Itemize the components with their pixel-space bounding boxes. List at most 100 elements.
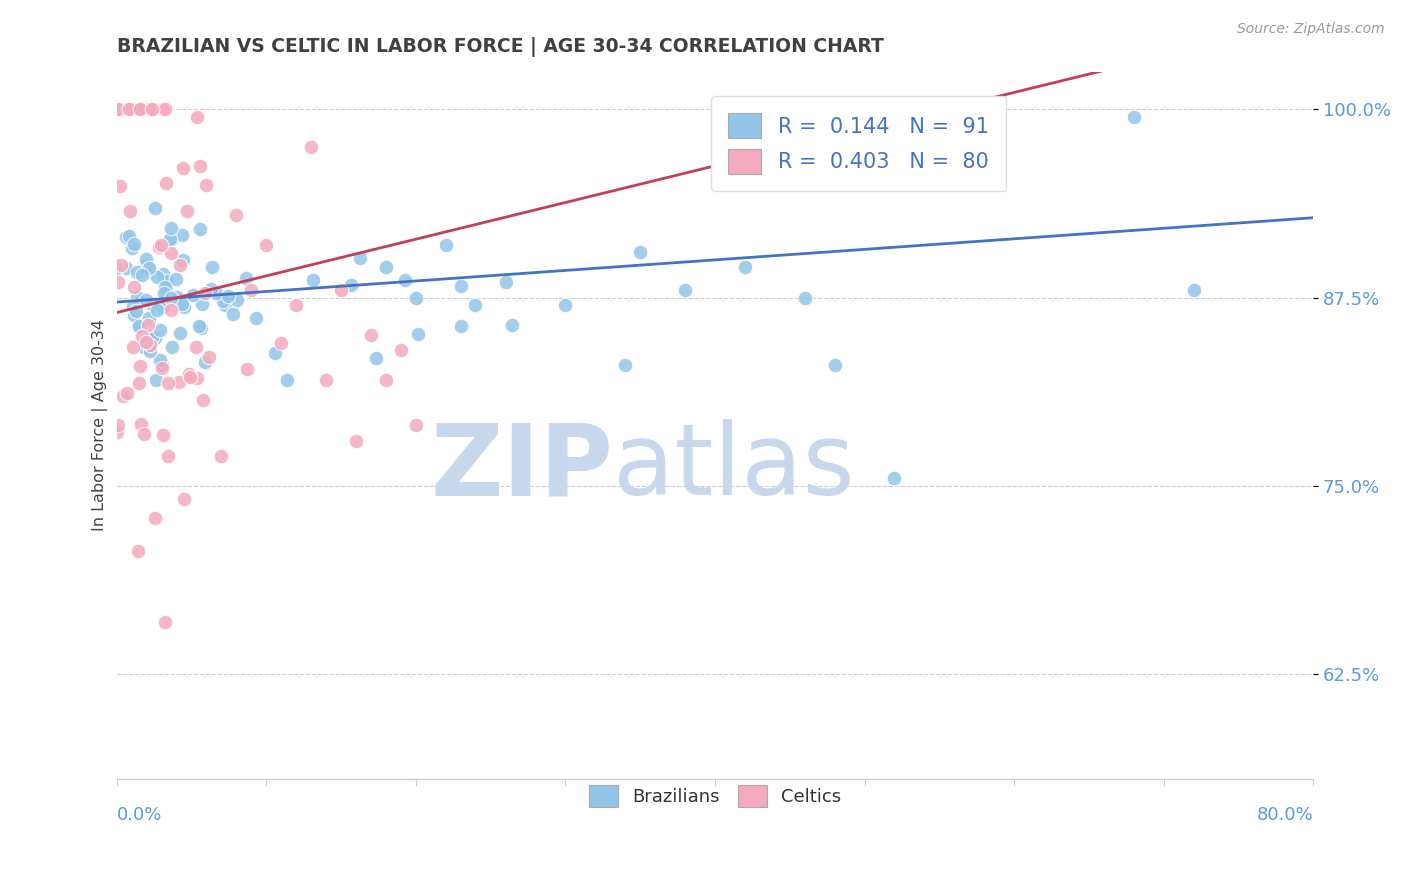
Point [186,340,208,354]
Point [554,298,576,312]
Point [115,103,138,117]
Point [128,376,150,390]
Point [115,261,138,276]
Point [124,303,146,318]
Point [134,103,156,117]
Text: 0.0%: 0.0% [117,806,162,824]
Point [141,330,163,344]
Point [240,283,263,297]
Point [1122,110,1144,124]
Point [389,343,412,358]
Point [160,291,183,305]
Point [107,418,129,433]
Point [450,318,472,333]
Point [344,434,367,448]
Point [628,245,651,260]
Point [349,252,371,266]
Point [394,273,416,287]
Point [366,351,388,366]
Text: ZIP: ZIP [430,419,613,516]
Point [110,179,132,194]
Text: 80.0%: 80.0% [1257,806,1313,824]
Point [136,318,159,332]
Point [110,259,132,273]
Point [152,361,174,376]
Point [141,103,163,117]
Point [194,286,217,301]
Point [734,260,756,275]
Point [495,276,517,290]
Point [141,297,163,311]
Point [1182,283,1205,297]
Point [190,297,212,311]
Point [150,300,173,314]
Point [149,323,172,337]
Point [125,265,148,279]
Point [197,351,219,365]
Point [105,425,128,440]
Point [330,283,353,297]
Point [195,178,218,192]
Point [165,272,187,286]
Text: atlas: atlas [613,419,855,516]
Point [152,428,174,442]
Point [172,296,194,310]
Point [299,140,322,154]
Point [160,221,183,235]
Point [405,418,427,433]
Point [118,229,141,244]
Point [107,275,129,289]
Point [117,103,139,117]
Point [190,320,212,334]
Point [188,222,211,236]
Point [235,271,257,285]
Point [107,103,129,117]
Point [169,259,191,273]
Point [160,340,183,354]
Point [149,238,172,252]
Point [128,318,150,333]
Point [131,268,153,282]
Point [191,392,214,407]
Point [301,272,323,286]
Point [115,103,138,117]
Point [405,291,427,305]
Point [118,103,141,117]
Point [128,103,150,117]
Point [122,103,145,117]
Point [214,298,236,312]
Point [160,245,183,260]
Point [264,345,287,359]
Point [464,298,486,312]
Point [122,308,145,322]
Point [186,110,208,124]
Point [181,288,204,302]
Point [146,270,169,285]
Point [121,241,143,255]
Point [122,237,145,252]
Point [170,228,193,243]
Point [138,260,160,275]
Point [173,301,195,315]
Point [235,362,257,376]
Point [179,369,201,384]
Point [434,237,457,252]
Point [115,229,138,244]
Point [145,303,167,318]
Point [117,103,139,117]
Point [160,302,183,317]
Point [270,335,292,350]
Point [135,293,157,308]
Point [883,471,905,485]
Point [374,373,396,387]
Point [142,103,165,117]
Point [149,352,172,367]
Point [201,260,224,274]
Point [111,388,134,402]
Point [673,283,696,297]
Point [143,201,166,215]
Point [173,491,195,506]
Point [160,232,183,246]
Point [148,240,170,254]
Point [122,299,145,313]
